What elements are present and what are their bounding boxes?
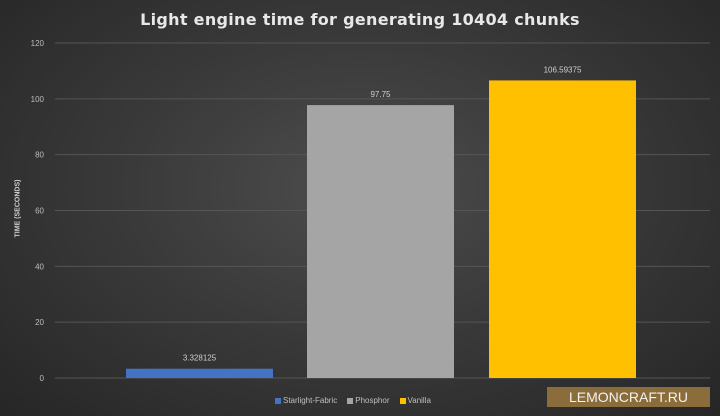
- legend-item-starlight: Starlight-Fabric: [275, 396, 337, 405]
- legend-swatch: [275, 397, 281, 404]
- y-tick-label: 20: [35, 318, 44, 327]
- legend: Starlight-Fabric Phosphor Vanilla: [275, 396, 431, 405]
- legend-label: Starlight-Fabric: [283, 396, 338, 405]
- legend-swatch: [399, 397, 406, 404]
- bar-starlight-fabric: [126, 368, 273, 378]
- legend-label: Vanilla: [407, 396, 431, 405]
- y-tick-label: 80: [35, 151, 44, 160]
- y-tick-label: 100: [31, 95, 45, 104]
- legend-label: Phosphor: [355, 396, 390, 405]
- data-label: 3.328125: [183, 354, 217, 363]
- y-tick-label: 60: [35, 207, 44, 216]
- legend-item-phosphor: Phosphor: [347, 396, 390, 405]
- y-tick-label: 120: [31, 39, 45, 48]
- bar-phosphor: [307, 105, 454, 378]
- data-label: 106.59375: [544, 65, 582, 74]
- bar-vanilla: [489, 80, 636, 378]
- watermark: LEMONCRAFT.RU: [547, 387, 710, 407]
- legend-item-vanilla: Vanilla: [399, 396, 431, 405]
- legend-swatch: [347, 397, 354, 404]
- chart-title: Light engine time for generating 10404 c…: [140, 10, 580, 29]
- data-label: 97.75: [370, 90, 391, 99]
- y-tick-label: 0: [40, 374, 45, 383]
- y-tick-label: 40: [35, 262, 44, 271]
